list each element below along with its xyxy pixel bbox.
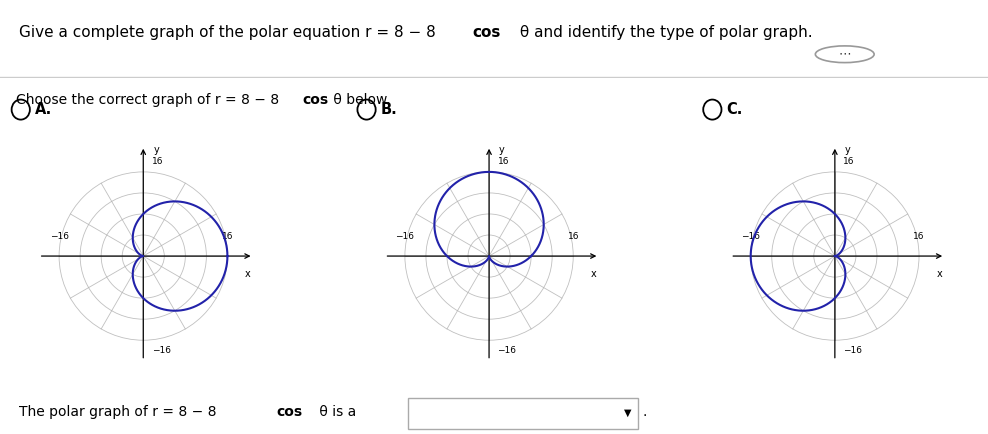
- Text: .: .: [642, 405, 647, 419]
- Text: 16: 16: [567, 232, 579, 241]
- Text: 16: 16: [221, 232, 233, 241]
- Text: The polar graph of r = 8 − 8: The polar graph of r = 8 − 8: [20, 405, 221, 419]
- Text: y: y: [499, 145, 505, 155]
- Text: −16: −16: [152, 346, 171, 355]
- Text: θ and identify the type of polar graph.: θ and identify the type of polar graph.: [515, 25, 812, 39]
- Text: ⋯: ⋯: [839, 48, 851, 61]
- Text: B.: B.: [380, 102, 397, 117]
- Text: 16: 16: [844, 157, 855, 166]
- Text: y: y: [845, 145, 851, 155]
- Text: x: x: [591, 269, 597, 279]
- Text: θ is a: θ is a: [314, 405, 356, 419]
- FancyBboxPatch shape: [408, 398, 637, 429]
- Text: Choose the correct graph of r = 8 − 8: Choose the correct graph of r = 8 − 8: [16, 93, 284, 107]
- Text: x: x: [245, 269, 251, 279]
- Text: Give a complete graph of the polar equation r = 8 − 8: Give a complete graph of the polar equat…: [20, 25, 441, 39]
- Text: −16: −16: [844, 346, 863, 355]
- Text: cos: cos: [473, 25, 501, 39]
- Text: x: x: [937, 269, 943, 279]
- Text: cos: cos: [302, 93, 328, 107]
- Text: ▼: ▼: [624, 407, 631, 418]
- Text: −16: −16: [741, 232, 760, 241]
- Text: A.: A.: [36, 102, 52, 117]
- Ellipse shape: [815, 46, 874, 62]
- Text: −16: −16: [49, 232, 68, 241]
- Text: cos: cos: [277, 405, 302, 419]
- Text: 16: 16: [498, 157, 509, 166]
- Text: 16: 16: [152, 157, 163, 166]
- Text: −16: −16: [498, 346, 517, 355]
- Text: θ below.: θ below.: [329, 93, 390, 107]
- Text: y: y: [153, 145, 159, 155]
- Text: 16: 16: [913, 232, 925, 241]
- Text: −16: −16: [395, 232, 414, 241]
- Text: C.: C.: [726, 102, 743, 117]
